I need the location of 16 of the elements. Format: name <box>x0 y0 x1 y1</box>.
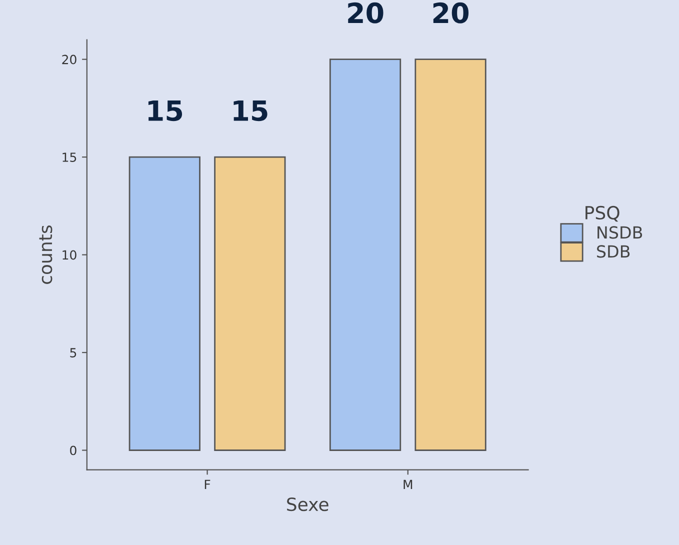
y-tick-label: 0 <box>70 446 76 456</box>
x-axis-title: Sexe <box>287 497 328 512</box>
data-label: 20 <box>433 2 469 24</box>
data-label: 20 <box>348 2 384 24</box>
y-tick-label: 20 <box>62 54 76 64</box>
legend-label: NSDB <box>598 226 642 239</box>
legend-label: SDB <box>597 245 630 258</box>
y-tick-label: 15 <box>62 152 76 162</box>
x-tick-label: M <box>404 480 412 490</box>
data-label: 15 <box>234 100 268 122</box>
y-tick-label: 10 <box>62 250 76 260</box>
y-axis-title: counts <box>39 225 52 284</box>
legend-title: PSQ <box>586 206 620 222</box>
data-label: 15 <box>148 100 182 122</box>
x-tick-label: F <box>204 480 210 490</box>
y-tick-label: 5 <box>70 348 76 358</box>
